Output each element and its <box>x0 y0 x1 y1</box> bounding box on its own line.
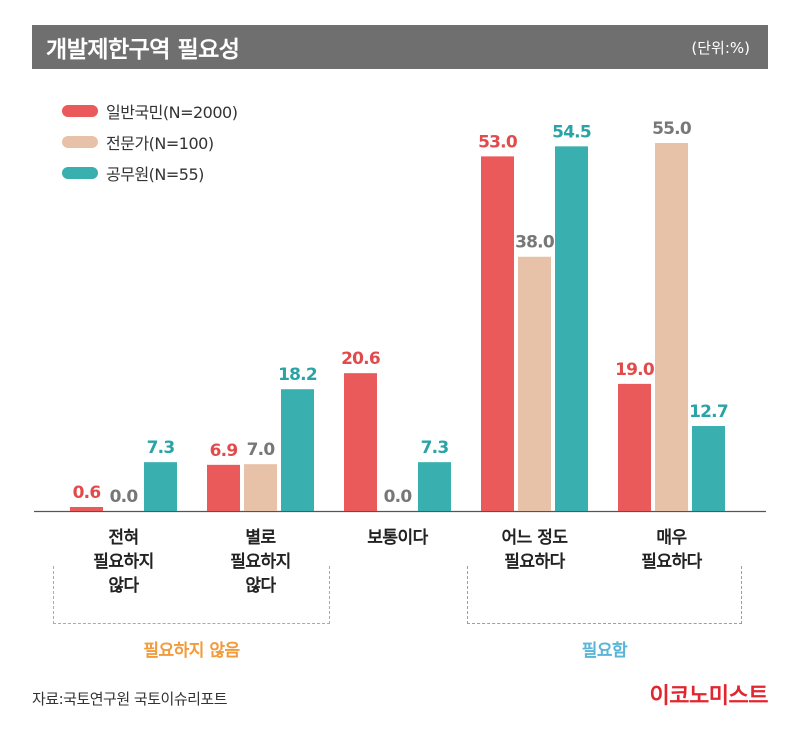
bar <box>555 146 588 511</box>
legend-item: 공무원(N=55) <box>62 157 237 188</box>
bar <box>344 373 377 511</box>
unit-label: (단위:%) <box>691 38 750 57</box>
bar <box>618 383 651 511</box>
bar <box>244 464 277 511</box>
data-label: 7.0 <box>247 440 276 460</box>
data-label: 53.0 <box>478 132 518 152</box>
legend-label-official: 공무원(N=55) <box>106 164 204 184</box>
bar <box>207 464 240 511</box>
bar <box>70 506 103 511</box>
group-bracket-not-needed <box>53 566 330 624</box>
data-label: 7.3 <box>147 438 175 458</box>
brand-logo: 이코노미스트 <box>649 684 769 709</box>
legend-swatch-expert <box>62 135 98 148</box>
bar <box>481 156 514 511</box>
bar <box>518 256 551 511</box>
data-label: 0.0 <box>384 487 413 507</box>
bar <box>281 389 314 511</box>
category-label: 어느 정도 필요하다 <box>501 528 568 572</box>
data-label: 12.7 <box>689 402 728 422</box>
category-label: 전혀 필요하지 않다 <box>93 528 154 596</box>
data-label: 38.0 <box>515 233 555 253</box>
category-label: 매우 필요하다 <box>641 528 702 572</box>
bar <box>418 462 451 511</box>
data-label: 54.5 <box>552 122 591 142</box>
legend-swatch-public <box>62 104 98 117</box>
data-label: 7.3 <box>421 438 449 458</box>
legend-item: 일반국민(N=2000) <box>62 95 238 126</box>
bar <box>692 426 725 511</box>
data-label: 0.6 <box>73 483 101 503</box>
legend-label-expert: 전문가(N=100) <box>106 133 214 153</box>
data-label: 18.2 <box>278 365 317 385</box>
data-label: 0.0 <box>110 487 139 507</box>
category-label: 보통이다 <box>367 528 428 548</box>
data-label: 19.0 <box>615 360 655 380</box>
legend-label-public: 일반국민(N=2000) <box>106 102 238 122</box>
chart-title: 개발제한구역 필요성 <box>46 37 240 63</box>
data-label: 55.0 <box>652 119 692 139</box>
title-bar: 개발제한구역 필요성 (단위:%) <box>32 25 768 69</box>
data-label: 6.9 <box>210 441 238 461</box>
source-note: 자료:국토연구원 국토이슈리포트 <box>32 690 228 708</box>
group-label-needed: 필요함 <box>581 641 628 661</box>
group-label-not-needed: 필요하지 않음 <box>143 641 240 661</box>
bar <box>655 143 688 511</box>
group-bracket-needed <box>467 566 742 624</box>
legend: 일반국민(N=2000) 전문가(N=100) 공무원(N=55) <box>62 95 238 188</box>
legend-swatch-official <box>62 166 98 179</box>
category-label: 별로 필요하지 않다 <box>230 528 291 596</box>
legend-item: 전문가(N=100) <box>62 126 237 157</box>
bar <box>144 462 177 511</box>
data-label: 20.6 <box>341 349 380 369</box>
